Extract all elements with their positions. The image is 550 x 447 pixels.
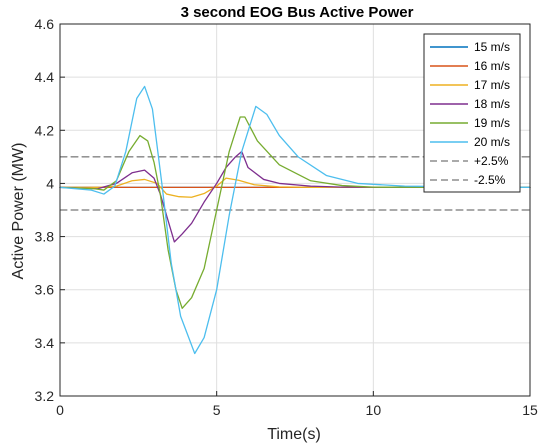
series-line-19-m-s (59, 116, 531, 309)
legend-label-20-m-s: 20 m/s (474, 135, 510, 149)
legend-box (423, 33, 521, 193)
plot-frame (59, 23, 531, 397)
legend-label-15-m-s: 15 m/s (474, 40, 510, 54)
x-axis-label: Time(s) (267, 426, 321, 443)
y-tick-label: 3.4 (35, 335, 55, 351)
x-tick-label: 10 (366, 402, 382, 418)
chart-title: 3 second EOG Bus Active Power (181, 4, 414, 21)
series-line-18-m-s (59, 150, 531, 243)
x-tick-label: 5 (213, 402, 221, 418)
legend-label-17-m-s: 17 m/s (474, 78, 510, 92)
x-tick-label: 0 (56, 402, 64, 418)
y-tick-label: 4.2 (35, 122, 55, 138)
y-tick-label: 3.2 (35, 388, 55, 404)
axis-ticks: 0 5 10 15 3.2 3.4 3.6 3.8 4 4.2 4.4 4.6 (35, 16, 538, 418)
y-tick-label: 3.8 (35, 229, 55, 245)
x-tick-label: 15 (522, 402, 538, 418)
y-tick-label: 4.4 (35, 69, 55, 85)
series-line-17-m-s (59, 177, 531, 198)
y-axis-label: Active Power (MW) (10, 143, 27, 280)
legend: 15 m/s 16 m/s 17 m/s 18 m/s 19 m/s 20 m/s +2.5… (423, 33, 521, 193)
legend-label-19-m-s: 19 m/s (474, 116, 510, 130)
y-tick-label: 3.6 (35, 282, 55, 298)
legend-label-minus2-5: -2.5% (474, 173, 506, 187)
series-line-20-m-s (59, 85, 531, 355)
y-tick-label: 4 (46, 175, 54, 191)
legend-label-18-m-s: 18 m/s (474, 97, 510, 111)
legend-label-16-m-s: 16 m/s (474, 59, 510, 73)
legend-label-plus2-5: +2.5% (474, 154, 509, 168)
y-tick-label: 4.6 (35, 16, 55, 32)
